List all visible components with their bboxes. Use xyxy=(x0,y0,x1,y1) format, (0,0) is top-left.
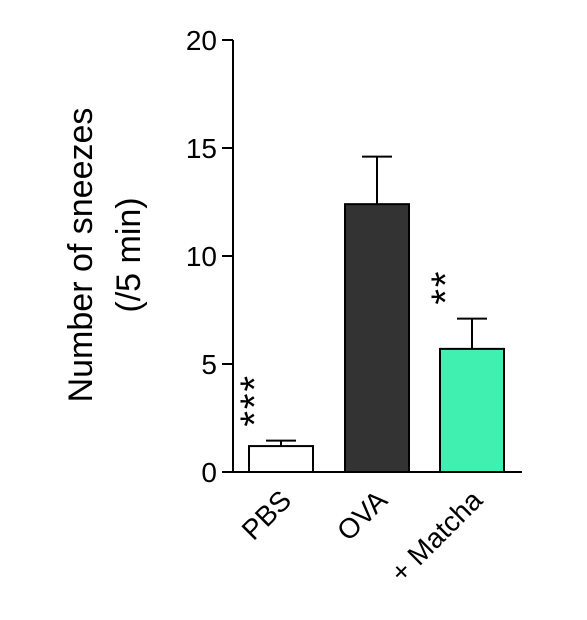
y-label-line: Number of sneezes xyxy=(62,108,100,403)
x-tick-label: OVA xyxy=(331,484,393,546)
y-tick-label: 0 xyxy=(201,457,217,488)
significance-label: *** xyxy=(233,374,277,427)
y-tick-label: 10 xyxy=(186,241,217,272)
bar xyxy=(344,203,410,473)
bar xyxy=(439,347,505,474)
significance-label: ** xyxy=(424,269,468,304)
x-tick-label: + Matcha xyxy=(384,484,488,588)
y-tick-label: 20 xyxy=(186,25,217,56)
y-axis-title: Number of sneezes (/5 min) xyxy=(62,108,148,403)
x-tick-label: PBS xyxy=(236,484,298,546)
y-tick-label: 5 xyxy=(201,349,217,380)
y-label-line: (/5 min) xyxy=(110,197,148,312)
bar xyxy=(248,445,314,473)
y-tick-label: 15 xyxy=(186,133,217,164)
